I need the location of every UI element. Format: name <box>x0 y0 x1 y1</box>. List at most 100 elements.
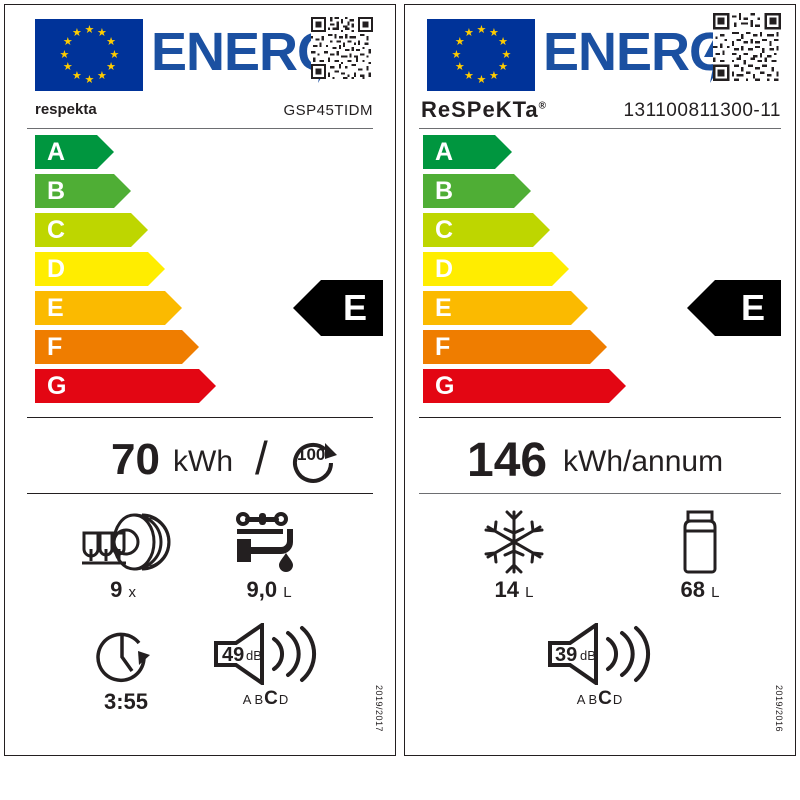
consumption-unit: kWh <box>173 445 233 478</box>
bar-class-letter: B <box>47 177 66 205</box>
water-unit: L <box>283 584 292 601</box>
bar-body <box>35 252 148 286</box>
brand-name: ReSPeKTa® <box>421 97 547 123</box>
header-divider <box>27 128 373 129</box>
brand-row: ReSPeKTa® 131100811300-11 <box>405 97 795 135</box>
eu-star-icon: ★ <box>72 70 82 83</box>
header-divider <box>419 128 781 129</box>
qr-code <box>713 13 781 81</box>
water-value: 9,0 <box>246 577 278 602</box>
bar-arrow-tip <box>131 213 148 247</box>
cycles-count: 100 <box>297 445 326 464</box>
metric-fridge: 68 L <box>635 509 765 603</box>
eu-star-icon: ★ <box>454 61 465 73</box>
bar-class-letter: C <box>435 216 454 244</box>
noise-class-scale: A BCD <box>576 688 624 709</box>
eu-star-icon: ★ <box>454 36 465 48</box>
consumption-unit: kWh/annum <box>563 445 724 478</box>
snowflake-icon <box>449 509 579 575</box>
bar-body <box>423 330 590 364</box>
energy-class-bar-f: F <box>35 330 199 364</box>
rated-class-badge: E <box>293 280 383 336</box>
eu-star-icon: ★ <box>476 23 487 36</box>
energy-class-bar-g: G <box>423 369 626 403</box>
consumption-bottom-divider <box>419 493 781 494</box>
bar-body <box>423 291 571 325</box>
regulation-reference: 2019/2016 <box>774 685 784 733</box>
model-identifier: GSP45TIDM <box>283 102 373 119</box>
bar-body <box>423 213 533 247</box>
noise-speaker-icon: 39 dB <box>535 621 665 687</box>
noise-class-active: C <box>598 688 613 709</box>
energy-label-dishwasher: ★ ★ ★ ★ ★ ★ ★ ★ ★ ★ ★ ★ ENERG <box>4 4 396 756</box>
energy-class-bar-g: G <box>35 369 216 403</box>
eu-star-icon: ★ <box>489 26 499 39</box>
badge-arrow <box>687 280 715 336</box>
fridge-value: 68 <box>680 577 705 602</box>
consumption-value: 146 <box>467 434 548 487</box>
metric-noise: 39 dB A BCD <box>535 621 665 710</box>
eu-star-icon: ★ <box>97 70 107 83</box>
regulation-reference: 2019/2017 <box>374 685 384 733</box>
energy-class-bar-d: D <box>35 252 165 286</box>
bar-arrow-tip <box>199 369 216 403</box>
fridge-unit: L <box>711 584 720 601</box>
bar-body <box>423 369 609 403</box>
eu-star-icon: ★ <box>464 70 474 83</box>
label-header: ★ ★ ★ ★ ★ ★ ★ ★ ★ ★ ★ ★ ENERG <box>5 5 395 101</box>
eu-star-icon: ★ <box>109 48 120 61</box>
badge-arrow <box>293 280 321 336</box>
bar-class-letter: B <box>435 177 454 205</box>
metric-place-settings: 9 x <box>63 509 183 603</box>
energy-class-bar-b: B <box>35 174 131 208</box>
eu-star-icon: ★ <box>498 36 509 48</box>
energ-wordmark: ENERG <box>543 22 731 82</box>
bar-arrow-tip <box>114 174 131 208</box>
badge-body <box>715 280 781 336</box>
svg-text:dB: dB <box>580 648 596 663</box>
bar-arrow-tip <box>165 291 182 325</box>
metric-duration: 3:55 <box>71 621 181 715</box>
svg-text:dB: dB <box>246 648 262 663</box>
bar-class-letter: A <box>435 138 454 166</box>
qr-code <box>311 17 373 79</box>
energy-consumption-row: 146 kWh/annum <box>405 417 795 503</box>
eu-star-icon: ★ <box>106 36 117 48</box>
eu-star-icon: ★ <box>451 48 462 61</box>
consumption-value: 70 <box>111 435 160 484</box>
svg-text:49: 49 <box>222 644 244 666</box>
bar-arrow-tip <box>552 252 569 286</box>
bar-arrow-tip <box>609 369 626 403</box>
energy-class-bar-c: C <box>35 213 148 247</box>
bar-class-letter: E <box>47 294 64 322</box>
bar-class-letter: E <box>435 294 452 322</box>
bar-class-letter: G <box>435 372 455 400</box>
freezer-value-row: 14 L <box>449 577 579 603</box>
clock-icon <box>71 621 181 687</box>
bar-arrow-tip <box>571 291 588 325</box>
eu-star-icon: ★ <box>62 36 73 48</box>
bar-arrow-tip <box>97 135 114 169</box>
bar-body <box>423 252 552 286</box>
bar-body <box>35 213 131 247</box>
metric-water: 9,0 L <box>209 509 329 603</box>
energy-consumption-row: 70 kWh / 100 <box>5 417 395 503</box>
consumption-top-divider <box>27 417 373 418</box>
rated-class-badge: E <box>687 280 781 336</box>
brand-name-text: ReSPeKTa <box>421 97 539 122</box>
bar-body <box>35 369 199 403</box>
bar-class-letter: F <box>47 333 63 361</box>
eu-star-icon: ★ <box>84 23 95 36</box>
bar-arrow-tip <box>514 174 531 208</box>
eu-flag-icon: ★ ★ ★ ★ ★ ★ ★ ★ ★ ★ ★ ★ <box>35 19 143 91</box>
bar-class-letter: C <box>47 216 66 244</box>
energ-wordmark: ENERG <box>151 22 339 82</box>
energy-class-bar-b: B <box>423 174 531 208</box>
eu-star-icon: ★ <box>476 73 487 86</box>
cycles-icon <box>287 437 343 494</box>
bar-class-letter: A <box>47 138 66 166</box>
label-header: ★ ★ ★ ★ ★ ★ ★ ★ ★ ★ ★ ★ ENERG <box>405 5 795 101</box>
rated-class-letter: E <box>342 287 367 328</box>
